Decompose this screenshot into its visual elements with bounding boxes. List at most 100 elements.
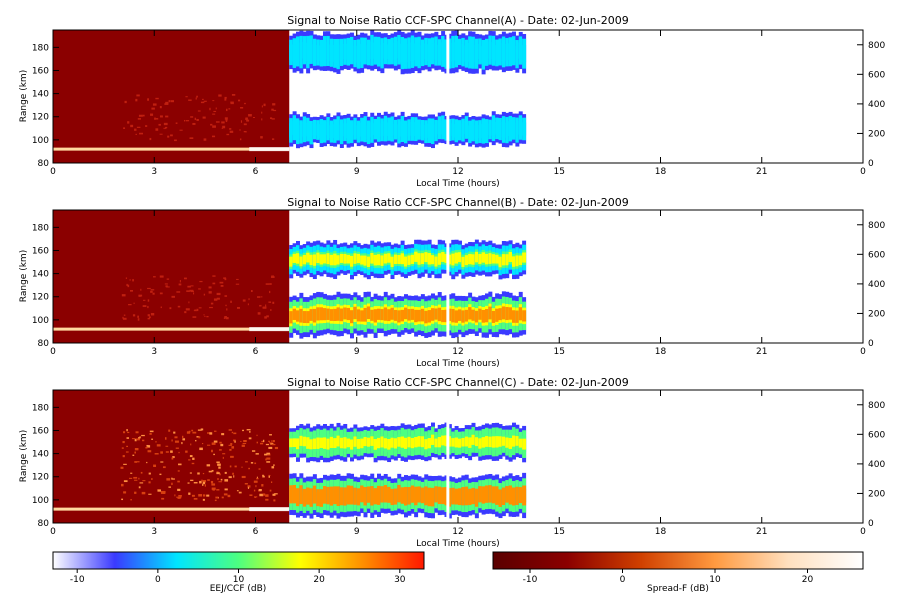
panel-c: Signal to Noise Ratio CCF-SPC Channel(C)… (19, 376, 885, 549)
panel-b-ytick-label: 120 (32, 293, 49, 303)
panel-c-xtick-label: 0 (50, 527, 56, 537)
panel-a-title: Signal to Noise Ratio CCF-SPC Channel(A)… (287, 14, 628, 27)
panel-c-eej-upper-layer (289, 422, 527, 463)
colorbar-spreadf-ticks: -10 0 10 20 (523, 569, 814, 585)
panel-a-spreadf-layer (53, 147, 290, 151)
panel-c-xlabel: Local Time (hours) (416, 539, 499, 549)
panel-c-xtick-label: 9 (354, 527, 360, 537)
panel-b-eej-lower-layer (289, 291, 527, 339)
panel-b-xtick-label: 6 (253, 347, 259, 357)
panel-a-xtick-label: 15 (554, 167, 565, 177)
panel-b-spreadf-layer-bright (249, 327, 290, 332)
panel-b-xtick-label: 3 (151, 347, 157, 357)
panel-a-xtick-label: 21 (756, 167, 767, 177)
panel-c-y2tick-label: 0 (868, 519, 874, 529)
panel-c-spreadf-layer (53, 507, 290, 511)
colorbar-eej-tick-label: 30 (394, 575, 406, 585)
panel-a-eej-lower-layer (289, 111, 527, 149)
panel-c-data-gap (446, 390, 450, 523)
panel-b: Signal to Noise Ratio CCF-SPC Channel(B)… (19, 196, 885, 369)
panel-c-spreadf-speckle (120, 428, 279, 502)
panel-a-xtick-label: 0 (50, 167, 56, 177)
panel-b-xtick-label: 18 (655, 347, 667, 357)
panel-a-y2tick-label: 600 (868, 70, 885, 80)
panel-a-eej-upper-layer (289, 29, 527, 75)
panel-c-ytick-label: 100 (32, 496, 49, 506)
colorbar-spreadf: -10 0 10 20 Spread-F (dB) (492, 551, 864, 594)
colorbar-eej: -10 0 10 20 30 EEJ/CCF (dB) (52, 551, 425, 594)
panel-c-xtick-label: 15 (554, 527, 565, 537)
panel-b-spreadf-speckle (121, 275, 275, 321)
panel-c-spreadf-region (53, 390, 290, 523)
colorbar-spreadf-label: Spread-F (dB) (647, 584, 709, 594)
panel-c-xtick-label: 6 (253, 527, 259, 537)
panel-b-spreadf-region (53, 210, 290, 343)
panel-b-xtick-label: 0 (50, 347, 56, 357)
panel-a: Signal to Noise Ratio CCF-SPC Channel(A)… (19, 14, 885, 189)
panel-b-eej-upper-layer (289, 239, 527, 280)
panel-b-ytick-label: 160 (32, 246, 49, 256)
panel-b-plot: 0 3 6 9 12 15 18 21 0801001201401601800200400600… (32, 209, 885, 357)
panel-a-data-gap (446, 30, 450, 163)
panel-c-y2tick-label: 600 (868, 430, 885, 440)
panel-c-eej-layers (289, 422, 527, 519)
panel-c-xtick-label: 12 (452, 527, 463, 537)
colorbar-eej-bar (52, 551, 425, 570)
panel-a-ytick-label: 180 (32, 43, 49, 53)
panel-a-eej-layers (289, 29, 527, 149)
colorbar-eej-label: EEJ/CCF (dB) (210, 584, 267, 594)
panel-a-ytick-label: 160 (32, 66, 49, 76)
panel-a-y2tick-label: 800 (868, 41, 885, 51)
panel-a-y2tick-label: 200 (868, 129, 885, 139)
colorbar-eej-ticks: -10 0 10 20 30 (70, 569, 406, 585)
colorbar-eej-tick-label: -10 (70, 575, 85, 585)
panel-c-ytick-label: 180 (32, 403, 49, 413)
panel-b-y2tick-label: 800 (868, 221, 885, 231)
panel-c-spreadf-layer-bright (249, 507, 290, 512)
panel-b-data-gap (446, 210, 450, 343)
panel-b-xlabel: Local Time (hours) (416, 359, 499, 369)
panel-c-xtick-label: 0 (860, 527, 866, 537)
colorbar-spreadf-tick-label: 0 (620, 575, 626, 585)
panel-a-plot: 0 3 6 9 12 15 18 21 0801001201401601800200400600… (32, 29, 885, 177)
panel-c-y2tick-label: 200 (868, 489, 885, 499)
colorbar-spreadf-tick-label: 20 (802, 575, 814, 585)
panel-a-xtick-label: 6 (253, 167, 259, 177)
colorbar-spreadf-tick-label: 10 (709, 575, 721, 585)
panel-b-ytick-label: 80 (38, 339, 50, 349)
panel-b-ytick-label: 140 (32, 270, 49, 280)
panel-a-xlabel: Local Time (hours) (416, 179, 499, 189)
panel-b-xtick-label: 15 (554, 347, 565, 357)
panel-a-xtick-label: 18 (655, 167, 667, 177)
panel-a-xtick-label: 0 (860, 167, 866, 177)
panel-a-xtick-label: 12 (452, 167, 463, 177)
colorbar-eej-tick-label: 0 (155, 575, 161, 585)
panel-b-y2tick-label: 200 (868, 309, 885, 319)
panel-a-ylabel: Range (km) (19, 70, 29, 122)
panel-c-plot: 0 3 6 9 12 15 18 21 0801001201401601800200400600… (32, 389, 885, 537)
panel-c-ytick-label: 160 (32, 426, 49, 436)
panel-b-ylabel: Range (km) (19, 250, 29, 302)
panel-c-y2tick-label: 800 (868, 401, 885, 411)
panel-b-spreadf-layer (53, 327, 290, 331)
panel-a-ytick-label: 100 (32, 136, 49, 146)
panel-a-ytick-label: 120 (32, 113, 49, 123)
colorbar-spreadf-tick-label: -10 (523, 575, 538, 585)
colorbar-eej-tick-label: 10 (233, 575, 245, 585)
panel-b-y2tick-label: 0 (868, 339, 874, 349)
panel-c-title: Signal to Noise Ratio CCF-SPC Channel(C)… (287, 376, 629, 389)
panel-b-ytick-label: 180 (32, 223, 49, 233)
panel-c-xtick-label: 21 (756, 527, 767, 537)
panel-b-title: Signal to Noise Ratio CCF-SPC Channel(B)… (287, 196, 629, 209)
panel-c-ytick-label: 120 (32, 473, 49, 483)
panel-a-xtick-label: 9 (354, 167, 360, 177)
panel-b-xtick-label: 9 (354, 347, 360, 357)
panel-c-eej-lower-layer (289, 472, 527, 519)
panel-a-ytick-label: 80 (38, 159, 50, 169)
panel-c-ytick-label: 140 (32, 450, 49, 460)
panel-a-y2tick-label: 0 (868, 159, 874, 169)
panel-c-xtick-label: 18 (655, 527, 667, 537)
panel-c-ytick-label: 80 (38, 519, 50, 529)
panel-b-xtick-label: 12 (452, 347, 463, 357)
